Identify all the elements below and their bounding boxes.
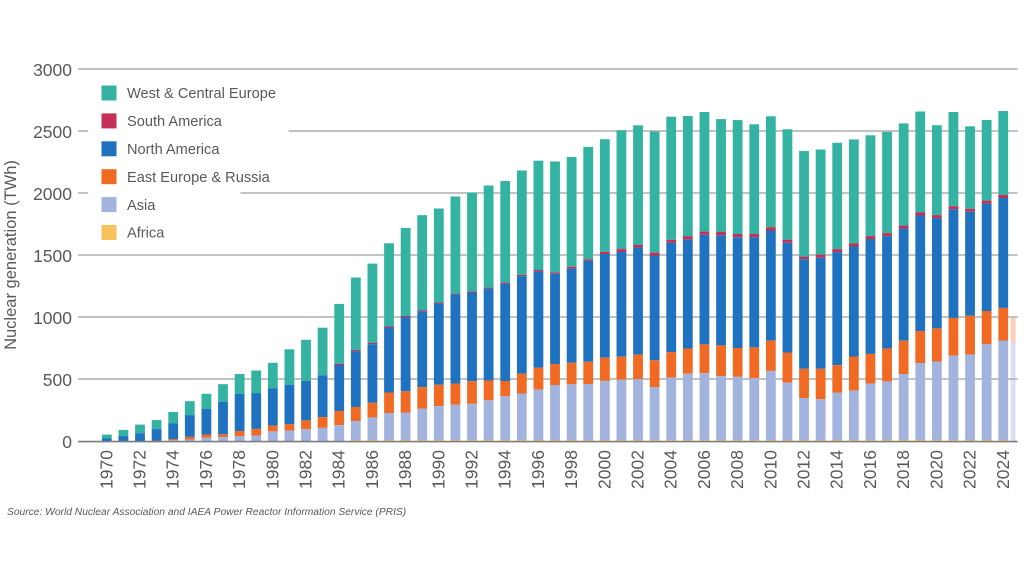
svg-text:1978: 1978 <box>229 450 249 489</box>
svg-text:1974: 1974 <box>163 450 183 489</box>
svg-text:1000: 1000 <box>33 308 72 328</box>
svg-text:1986: 1986 <box>362 450 382 489</box>
svg-text:2022: 2022 <box>960 450 980 489</box>
svg-text:2004: 2004 <box>661 450 681 489</box>
svg-text:2012: 2012 <box>794 450 814 489</box>
svg-text:2000: 2000 <box>594 450 614 489</box>
svg-text:Africa: Africa <box>127 226 165 242</box>
svg-text:2024: 2024 <box>993 450 1013 489</box>
svg-text:West & Central Europe: West & Central Europe <box>127 86 276 102</box>
svg-text:500: 500 <box>43 370 72 390</box>
svg-text:1980: 1980 <box>262 450 282 489</box>
svg-text:Nuclear generation (TWh): Nuclear generation (TWh) <box>2 160 20 350</box>
svg-text:Source: World Nuclear Associat: Source: World Nuclear Association and IA… <box>7 507 406 518</box>
svg-text:1500: 1500 <box>33 246 72 266</box>
svg-text:1992: 1992 <box>462 450 482 489</box>
svg-text:2002: 2002 <box>628 450 648 489</box>
svg-text:2006: 2006 <box>694 450 714 489</box>
svg-text:1990: 1990 <box>428 450 448 489</box>
svg-text:1972: 1972 <box>130 450 150 489</box>
svg-text:South America: South America <box>127 114 223 130</box>
svg-text:North America: North America <box>127 142 220 158</box>
svg-text:1998: 1998 <box>561 450 581 489</box>
svg-text:2010: 2010 <box>760 450 780 489</box>
svg-text:2016: 2016 <box>860 450 880 489</box>
svg-text:3000: 3000 <box>33 60 72 80</box>
svg-text:2008: 2008 <box>727 450 747 489</box>
svg-text:2014: 2014 <box>827 450 847 489</box>
svg-text:1976: 1976 <box>196 450 216 489</box>
svg-text:0: 0 <box>62 432 72 452</box>
svg-text:2000: 2000 <box>33 184 72 204</box>
svg-text:2500: 2500 <box>33 122 72 142</box>
svg-text:1982: 1982 <box>296 450 316 489</box>
svg-text:Asia: Asia <box>127 198 156 214</box>
svg-text:2018: 2018 <box>893 450 913 489</box>
svg-text:2020: 2020 <box>926 450 946 489</box>
svg-text:1970: 1970 <box>96 450 116 489</box>
svg-text:East Europe & Russia: East Europe & Russia <box>127 170 271 186</box>
svg-text:1996: 1996 <box>528 450 548 489</box>
svg-text:1994: 1994 <box>495 450 515 489</box>
svg-text:1984: 1984 <box>329 450 349 489</box>
svg-text:1988: 1988 <box>395 450 415 489</box>
